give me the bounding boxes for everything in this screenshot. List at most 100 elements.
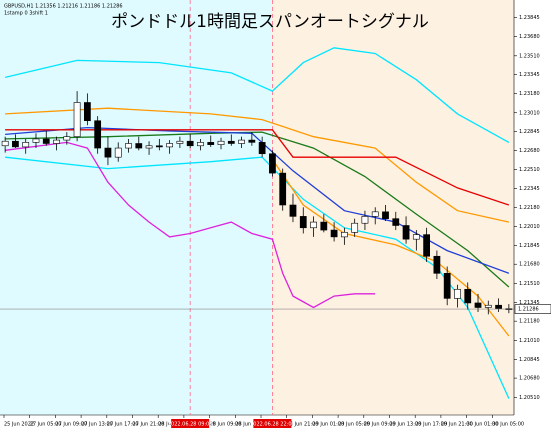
candle-body (299, 216, 307, 229)
candle-body (279, 172, 287, 206)
y-tick-label: 1.21845 (519, 243, 540, 249)
indicator-line (4, 47, 510, 143)
y-tick-label: 1.23180 (519, 91, 540, 97)
candle-body (433, 255, 441, 274)
candle-body (73, 102, 81, 137)
candle-body (474, 302, 482, 308)
last-price-box (514, 304, 551, 314)
marker-label: 2022.06.28 09:00 (168, 422, 213, 428)
candle-body (53, 139, 60, 144)
indicator-line (5, 131, 510, 288)
x-tick-label: 25 Jun 2022 (4, 422, 34, 428)
x-tick-label: 30 Jun 05:00 (492, 422, 524, 428)
y-tick-label: 1.21680 (519, 262, 540, 268)
y-tick-label: 1.21510 (519, 281, 540, 287)
symbol-header: GBPUSD,H1 1.21356 1.21216 1.21186 1.2128… (4, 4, 123, 10)
candle-body (155, 145, 163, 148)
candle-body (423, 234, 431, 257)
marker-box (253, 419, 292, 428)
candle-body (269, 153, 276, 174)
zone-before (0, 0, 272, 415)
candle-body (197, 142, 204, 147)
candle-body (443, 273, 451, 299)
marker-label: 2022.06.28 22:00 (250, 422, 295, 428)
indicator-line (5, 156, 510, 399)
candle-body (42, 138, 50, 144)
candle-body (145, 145, 153, 149)
x-tick-label: 27 Jun 13:00 (81, 422, 113, 428)
x-tick-label: 29 Jun 13:00 (390, 422, 422, 428)
indicator-line (5, 141, 376, 309)
zone-after (272, 0, 514, 415)
last-price-label: 1.21286 (518, 307, 539, 313)
candle-body (371, 211, 379, 217)
candle-body (217, 140, 225, 145)
candle-body (340, 232, 348, 238)
x-tick-label: 27 Jun 21:00 (133, 422, 165, 428)
indicator-line (5, 107, 510, 223)
indicator-line (5, 126, 510, 274)
candle-body (484, 304, 492, 308)
candle-body (227, 140, 235, 144)
candle-body (94, 120, 102, 149)
candle-body (176, 140, 184, 144)
y-tick-label: 1.22010 (519, 224, 540, 230)
y-tick-label: 1.23010 (519, 110, 540, 116)
candle-body (351, 222, 359, 233)
y-tick-label: 1.21010 (519, 338, 540, 344)
y-tick-label: 1.23680 (519, 34, 540, 40)
x-tick-label: 29 Jun 17:00 (415, 422, 447, 428)
candle-body (382, 211, 389, 219)
y-tick-label: 1.22180 (519, 205, 540, 211)
x-tick-label: 28 Jun 21:00 (287, 422, 319, 428)
candle-body (104, 147, 112, 158)
x-tick-label: 29 Jun 09:00 (364, 422, 396, 428)
candle-body (1, 140, 9, 147)
x-tick-label: 29 Jun 21:00 (441, 422, 473, 428)
candle-body (454, 288, 461, 299)
candle-body (412, 234, 420, 240)
y-tick-label: 1.20680 (519, 376, 540, 382)
x-tick-label: 27 Jun 17:00 (107, 422, 139, 428)
candle-body (361, 216, 369, 224)
candle-body (258, 142, 266, 155)
candle-body (125, 143, 132, 149)
y-tick-label: 1.23845 (519, 15, 540, 21)
x-tick-label: 27 Jun 09:00 (55, 422, 87, 428)
x-tick-label: 27 Jun 05:00 (30, 422, 62, 428)
candle-body (114, 147, 122, 158)
candle-body (32, 138, 40, 143)
x-tick-label: 29 Jun 05:00 (338, 422, 370, 428)
candle-body (330, 229, 338, 238)
candle-body (207, 142, 215, 145)
y-tick-label: 1.22510 (519, 167, 540, 173)
candle-body (186, 140, 194, 147)
y-tick-label: 1.23510 (519, 53, 540, 59)
candle-body (12, 140, 19, 148)
indicator-line (5, 129, 510, 206)
candle-body (83, 102, 91, 122)
candle-body (495, 304, 502, 309)
marker-box (171, 419, 210, 428)
x-tick-label: 28 Jun 13:00 (235, 422, 267, 428)
x-tick-label: 29 Jun 01:00 (312, 422, 344, 428)
x-tick-label: 30 Jun 01:00 (467, 422, 499, 428)
indicator-label: 1stamp 0 3shift 1 (4, 11, 48, 17)
y-tick-label: 1.20845 (519, 357, 540, 363)
candle-body (289, 204, 297, 217)
candle-body (310, 221, 317, 229)
y-tick-label: 1.20510 (519, 395, 540, 401)
y-tick-label: 1.23345 (519, 72, 540, 78)
x-tick-label: 28 Jun 09:00 (210, 422, 242, 428)
candle-body (238, 139, 245, 144)
y-tick-label: 1.21180 (519, 319, 540, 325)
candle-body (402, 225, 410, 240)
candle-body (248, 139, 256, 143)
candle-body (63, 136, 71, 141)
candle-body (22, 142, 30, 148)
candle-body (320, 221, 328, 231)
chart-title: ポンドドル1時間足スパンオートシグナル (111, 12, 429, 32)
candle-body (392, 218, 400, 226)
candle-body (135, 143, 143, 149)
